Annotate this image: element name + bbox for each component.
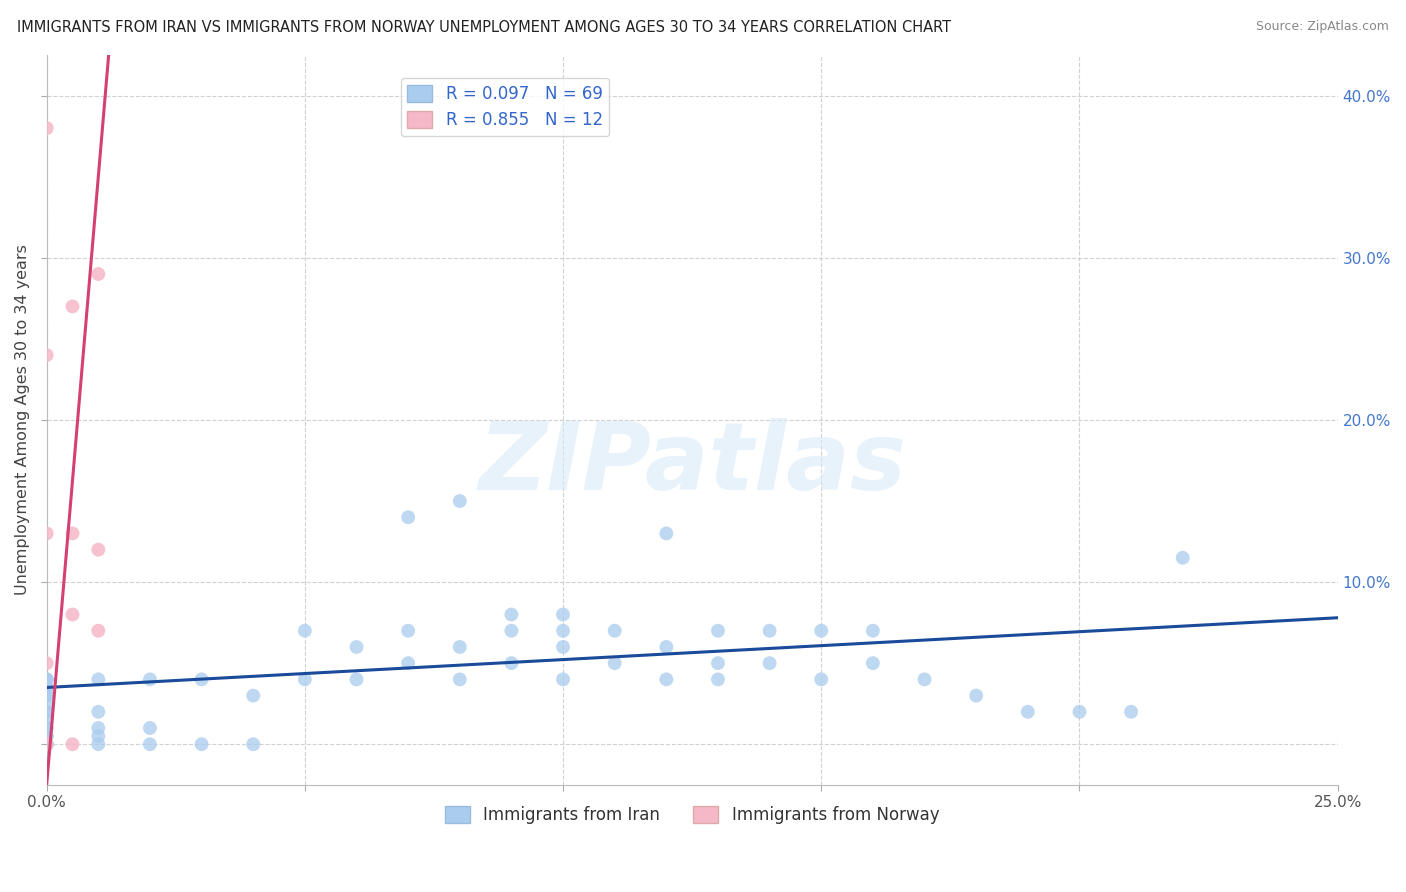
Point (35, 673, 58, 687)
Text: Source: ZipAtlas.com: Source: ZipAtlas.com (1256, 20, 1389, 33)
Point (396, 510, 419, 524)
Point (501, 607, 523, 622)
Point (139, 737, 162, 751)
Point (862, 656, 884, 670)
Point (707, 624, 730, 638)
Text: ZIPatlas: ZIPatlas (478, 417, 907, 509)
Point (810, 624, 832, 638)
Point (551, 607, 574, 622)
Point (242, 737, 264, 751)
Point (35, 673, 58, 687)
Point (449, 673, 471, 687)
Point (35, 121, 58, 136)
Point (139, 721, 162, 735)
Point (862, 624, 884, 638)
Point (35, 673, 58, 687)
Point (35, 713, 58, 727)
Point (346, 640, 368, 654)
Point (603, 656, 626, 670)
Point (35, 737, 58, 751)
Point (35, 689, 58, 703)
Point (87, 729, 110, 743)
Point (87, 624, 110, 638)
Point (449, 494, 471, 508)
Point (35, 737, 58, 751)
Point (35, 737, 58, 751)
Point (1119, 705, 1142, 719)
Point (758, 624, 780, 638)
Point (603, 624, 626, 638)
Point (35, 681, 58, 695)
Point (35, 656, 58, 670)
Point (62, 526, 84, 541)
Point (87, 737, 110, 751)
Point (190, 673, 212, 687)
Point (758, 656, 780, 670)
Point (87, 673, 110, 687)
Point (35, 737, 58, 751)
Point (501, 624, 523, 638)
Point (62, 607, 84, 622)
Point (655, 673, 678, 687)
Point (35, 689, 58, 703)
Point (87, 705, 110, 719)
Point (551, 624, 574, 638)
Point (35, 721, 58, 735)
Point (449, 640, 471, 654)
Legend: Immigrants from Iran, Immigrants from Norway: Immigrants from Iran, Immigrants from No… (439, 799, 946, 831)
Point (35, 697, 58, 711)
Point (35, 681, 58, 695)
Point (139, 673, 162, 687)
Point (501, 656, 523, 670)
Point (87, 721, 110, 735)
Point (551, 673, 574, 687)
Point (242, 689, 264, 703)
Point (810, 673, 832, 687)
Point (1017, 705, 1039, 719)
Point (62, 300, 84, 314)
Point (35, 348, 58, 362)
Point (294, 673, 316, 687)
Point (551, 640, 574, 654)
Point (35, 705, 58, 719)
Point (707, 673, 730, 687)
Point (1171, 550, 1194, 565)
Point (1069, 705, 1091, 719)
Point (707, 656, 730, 670)
Point (62, 737, 84, 751)
Point (914, 673, 936, 687)
Point (35, 721, 58, 735)
Point (87, 542, 110, 557)
Point (35, 526, 58, 541)
Point (35, 705, 58, 719)
Y-axis label: Unemployment Among Ages 30 to 34 years: Unemployment Among Ages 30 to 34 years (15, 244, 30, 595)
Point (655, 640, 678, 654)
Point (396, 624, 419, 638)
Point (35, 737, 58, 751)
Point (965, 689, 987, 703)
Point (35, 729, 58, 743)
Point (294, 624, 316, 638)
Point (190, 737, 212, 751)
Point (346, 673, 368, 687)
Point (35, 737, 58, 751)
Point (87, 267, 110, 281)
Point (655, 526, 678, 541)
Point (35, 729, 58, 743)
Text: IMMIGRANTS FROM IRAN VS IMMIGRANTS FROM NORWAY UNEMPLOYMENT AMONG AGES 30 TO 34 : IMMIGRANTS FROM IRAN VS IMMIGRANTS FROM … (17, 20, 950, 35)
Point (396, 656, 419, 670)
